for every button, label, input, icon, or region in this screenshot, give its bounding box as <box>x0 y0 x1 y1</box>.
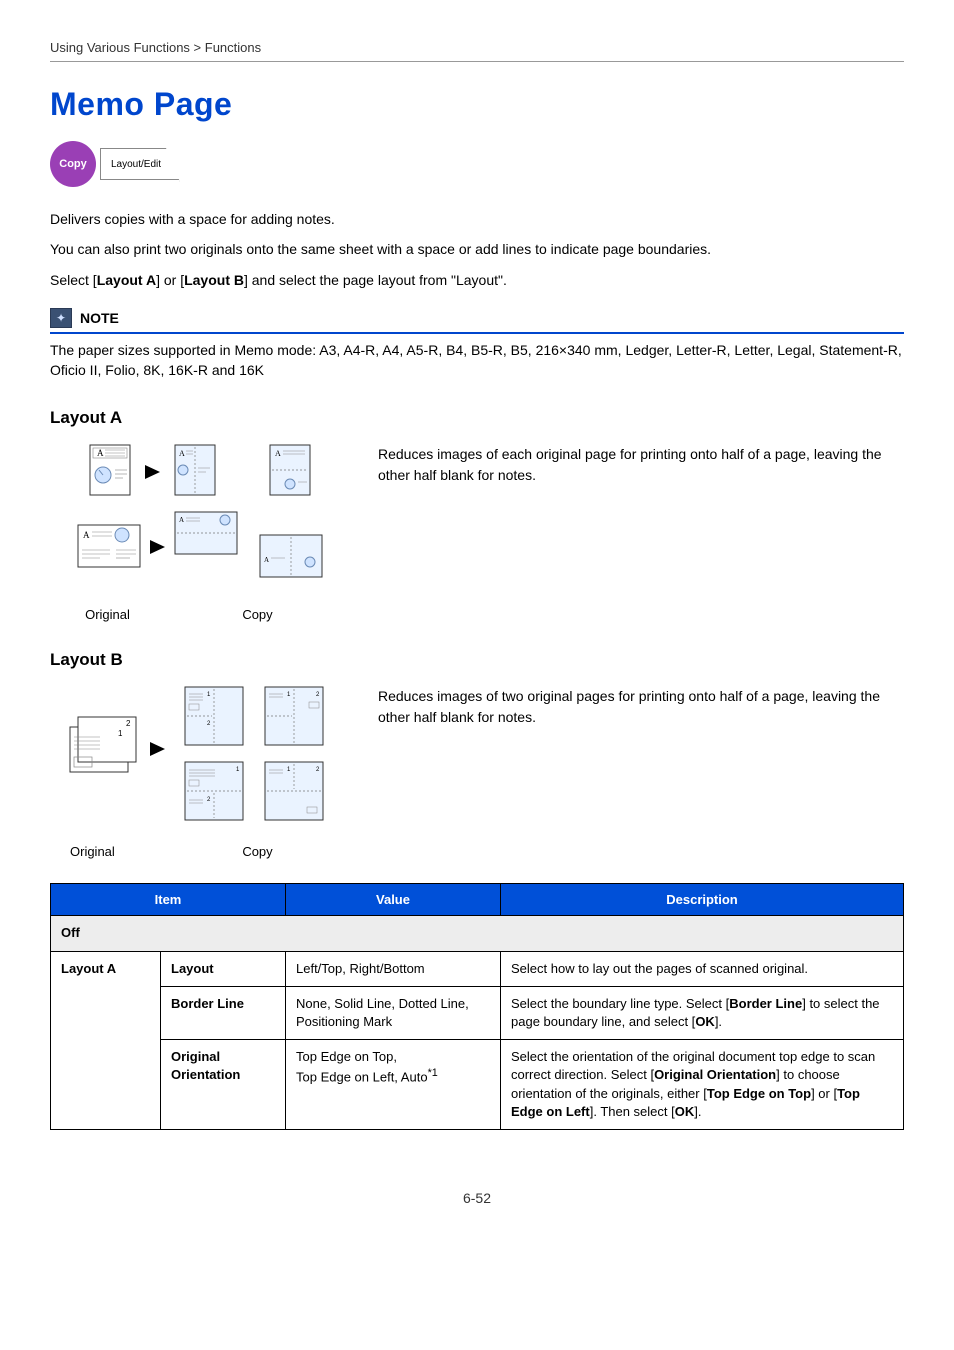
select-instruction: Select [Layout A] or [Layout B] and sele… <box>50 270 904 290</box>
intro-para-1: Delivers copies with a space for adding … <box>50 209 904 229</box>
svg-text:A: A <box>83 530 90 540</box>
note-label: NOTE <box>80 310 119 326</box>
layout-b-caption-copy: Copy <box>165 844 350 859</box>
note-icon: ✦ <box>50 308 72 328</box>
page-title: Memo Page <box>50 86 904 123</box>
value-cell: Left/Top, Right/Bottom <box>286 951 501 986</box>
table-row: Layout A Layout Left/Top, Right/Bottom S… <box>51 951 904 986</box>
svg-text:A: A <box>275 449 281 458</box>
off-cell: Off <box>51 916 904 951</box>
layout-b-caption-original: Original <box>50 844 165 859</box>
th-value: Value <box>286 884 501 916</box>
sub-cell: Layout <box>161 951 286 986</box>
svg-text:A: A <box>97 448 104 458</box>
layout-a-caption-copy: Copy <box>165 607 350 622</box>
svg-text:A: A <box>264 556 269 564</box>
sub-cell: Original Orientation <box>161 1040 286 1130</box>
value-cell: None, Solid Line, Dotted Line, Positioni… <box>286 986 501 1039</box>
desc-cell: Select the orientation of the original d… <box>501 1040 904 1130</box>
svg-text:A: A <box>179 516 184 524</box>
layout-a-row: A A A A <box>50 440 904 622</box>
group-cell: Layout A <box>51 951 161 1129</box>
layout-a-caption-original: Original <box>50 607 165 622</box>
svg-text:2: 2 <box>126 719 131 728</box>
table-header-row: Item Value Description <box>51 884 904 916</box>
value-cell: Top Edge on Top, Top Edge on Left, Auto*… <box>286 1040 501 1130</box>
layout-b-svg: 2 1 1 2 12 1 2 <box>50 682 350 837</box>
layout-b-heading: Layout B <box>50 650 904 670</box>
layout-a-desc: Reduces images of each original page for… <box>378 440 904 622</box>
svg-text:A: A <box>179 449 185 458</box>
intro-para-2: You can also print two originals onto th… <box>50 239 904 259</box>
layout-edit-tab: Layout/Edit <box>100 148 180 180</box>
table-row-off: Off <box>51 916 904 951</box>
layout-b-row: 2 1 1 2 12 1 2 <box>50 682 904 859</box>
breadcrumb: Using Various Functions > Functions <box>50 40 904 62</box>
layout-b-desc: Reduces images of two original pages for… <box>378 682 904 859</box>
desc-cell: Select how to lay out the pages of scann… <box>501 951 904 986</box>
layout-a-svg: A A A A <box>50 440 350 600</box>
note-body: The paper sizes supported in Memo mode: … <box>50 340 904 381</box>
table-row: Original Orientation Top Edge on Top, To… <box>51 1040 904 1130</box>
options-table: Item Value Description Off Layout A Layo… <box>50 883 904 1130</box>
desc-cell: Select the boundary line type. Select [B… <box>501 986 904 1039</box>
layout-b-diagram: 2 1 1 2 12 1 2 <box>50 682 350 859</box>
note-header: ✦ NOTE <box>50 308 904 334</box>
sub-cell: Border Line <box>161 986 286 1039</box>
copy-chip: Copy <box>50 141 96 187</box>
th-desc: Description <box>501 884 904 916</box>
layout-a-diagram: A A A A <box>50 440 350 622</box>
page-number: 6-52 <box>50 1190 904 1206</box>
th-item: Item <box>51 884 286 916</box>
function-chips: Copy Layout/Edit <box>50 141 904 187</box>
layout-a-heading: Layout A <box>50 408 904 428</box>
svg-text:1: 1 <box>118 729 123 738</box>
layout-edit-label: Layout/Edit <box>111 159 161 170</box>
table-row: Border Line None, Solid Line, Dotted Lin… <box>51 986 904 1039</box>
